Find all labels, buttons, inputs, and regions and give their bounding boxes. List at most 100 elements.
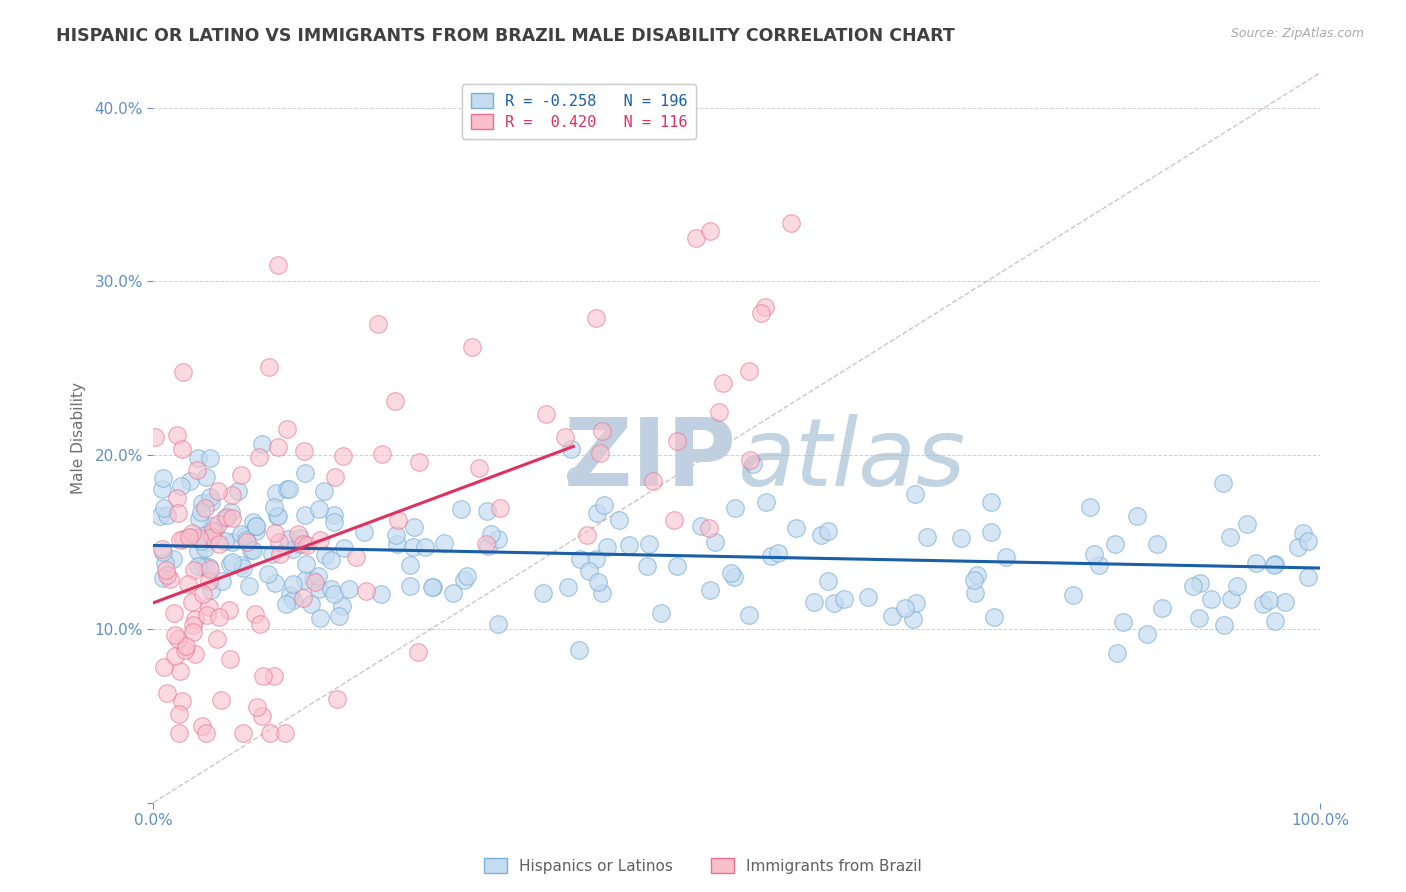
Point bbox=[333, 541, 356, 555]
Point bbox=[202, 524, 225, 538]
Point bbox=[557, 580, 579, 594]
Point bbox=[1062, 588, 1084, 602]
Point bbox=[422, 580, 444, 594]
Point bbox=[235, 533, 257, 548]
Point bbox=[267, 441, 290, 455]
Point bbox=[1236, 516, 1258, 531]
Point bbox=[817, 574, 839, 588]
Point bbox=[450, 502, 472, 516]
Point bbox=[245, 607, 267, 621]
Point bbox=[263, 669, 285, 683]
Point bbox=[188, 512, 211, 526]
Point bbox=[1264, 614, 1286, 628]
Point bbox=[488, 500, 510, 515]
Point bbox=[163, 606, 186, 620]
Point bbox=[1244, 557, 1267, 571]
Point bbox=[292, 443, 315, 458]
Point bbox=[309, 611, 332, 625]
Point bbox=[1226, 579, 1249, 593]
Point bbox=[219, 557, 242, 571]
Point bbox=[314, 548, 336, 562]
Point bbox=[353, 524, 375, 539]
Point bbox=[585, 551, 607, 566]
Point bbox=[461, 340, 484, 354]
Point bbox=[593, 498, 616, 512]
Point bbox=[191, 558, 214, 572]
Point bbox=[1219, 530, 1241, 544]
Point bbox=[257, 359, 280, 374]
Point bbox=[187, 559, 209, 574]
Point bbox=[156, 568, 179, 582]
Point bbox=[637, 537, 659, 551]
Point bbox=[167, 506, 190, 520]
Point bbox=[591, 585, 613, 599]
Point bbox=[1274, 595, 1296, 609]
Point bbox=[650, 606, 672, 620]
Point bbox=[433, 536, 456, 550]
Point bbox=[322, 587, 344, 601]
Point bbox=[155, 563, 177, 577]
Point bbox=[486, 616, 509, 631]
Point bbox=[190, 533, 212, 548]
Point bbox=[172, 532, 194, 546]
Point bbox=[666, 434, 689, 448]
Point bbox=[184, 647, 207, 661]
Point bbox=[749, 306, 772, 320]
Point bbox=[332, 449, 354, 463]
Point bbox=[292, 537, 315, 551]
Point bbox=[337, 582, 360, 596]
Point bbox=[183, 612, 205, 626]
Point bbox=[172, 694, 194, 708]
Point bbox=[187, 451, 209, 466]
Point bbox=[768, 546, 790, 560]
Point bbox=[219, 651, 242, 665]
Point bbox=[486, 532, 509, 546]
Point bbox=[402, 541, 425, 555]
Point bbox=[221, 488, 243, 502]
Point bbox=[159, 572, 181, 586]
Point bbox=[323, 470, 346, 484]
Point bbox=[152, 571, 174, 585]
Point bbox=[576, 527, 599, 541]
Point bbox=[259, 726, 281, 740]
Point bbox=[262, 547, 284, 561]
Point bbox=[585, 311, 607, 326]
Point bbox=[367, 317, 389, 331]
Point bbox=[966, 567, 988, 582]
Point bbox=[690, 519, 713, 533]
Point bbox=[785, 521, 807, 535]
Point bbox=[221, 555, 243, 569]
Point bbox=[568, 643, 591, 657]
Point bbox=[246, 699, 269, 714]
Point bbox=[1078, 500, 1101, 514]
Point bbox=[441, 586, 464, 600]
Point bbox=[534, 407, 557, 421]
Point bbox=[404, 520, 426, 534]
Text: ZIP: ZIP bbox=[564, 414, 737, 506]
Point bbox=[585, 506, 607, 520]
Legend: R = -0.258   N = 196, R =  0.420   N = 116: R = -0.258 N = 196, R = 0.420 N = 116 bbox=[463, 84, 696, 139]
Point bbox=[190, 719, 212, 733]
Point bbox=[235, 529, 257, 543]
Point bbox=[596, 541, 619, 555]
Point bbox=[711, 376, 734, 390]
Point bbox=[709, 405, 731, 419]
Point bbox=[281, 593, 304, 607]
Point bbox=[211, 574, 233, 588]
Point bbox=[245, 519, 267, 533]
Point bbox=[568, 552, 591, 566]
Point bbox=[699, 583, 721, 598]
Point bbox=[143, 430, 166, 444]
Point bbox=[198, 599, 221, 614]
Point bbox=[276, 422, 298, 436]
Point bbox=[167, 706, 190, 721]
Point bbox=[904, 487, 927, 501]
Point bbox=[172, 442, 194, 456]
Point bbox=[399, 558, 422, 572]
Point bbox=[150, 541, 173, 556]
Point bbox=[174, 639, 197, 653]
Point bbox=[165, 628, 187, 642]
Point bbox=[177, 576, 200, 591]
Point bbox=[156, 508, 179, 522]
Point bbox=[281, 576, 304, 591]
